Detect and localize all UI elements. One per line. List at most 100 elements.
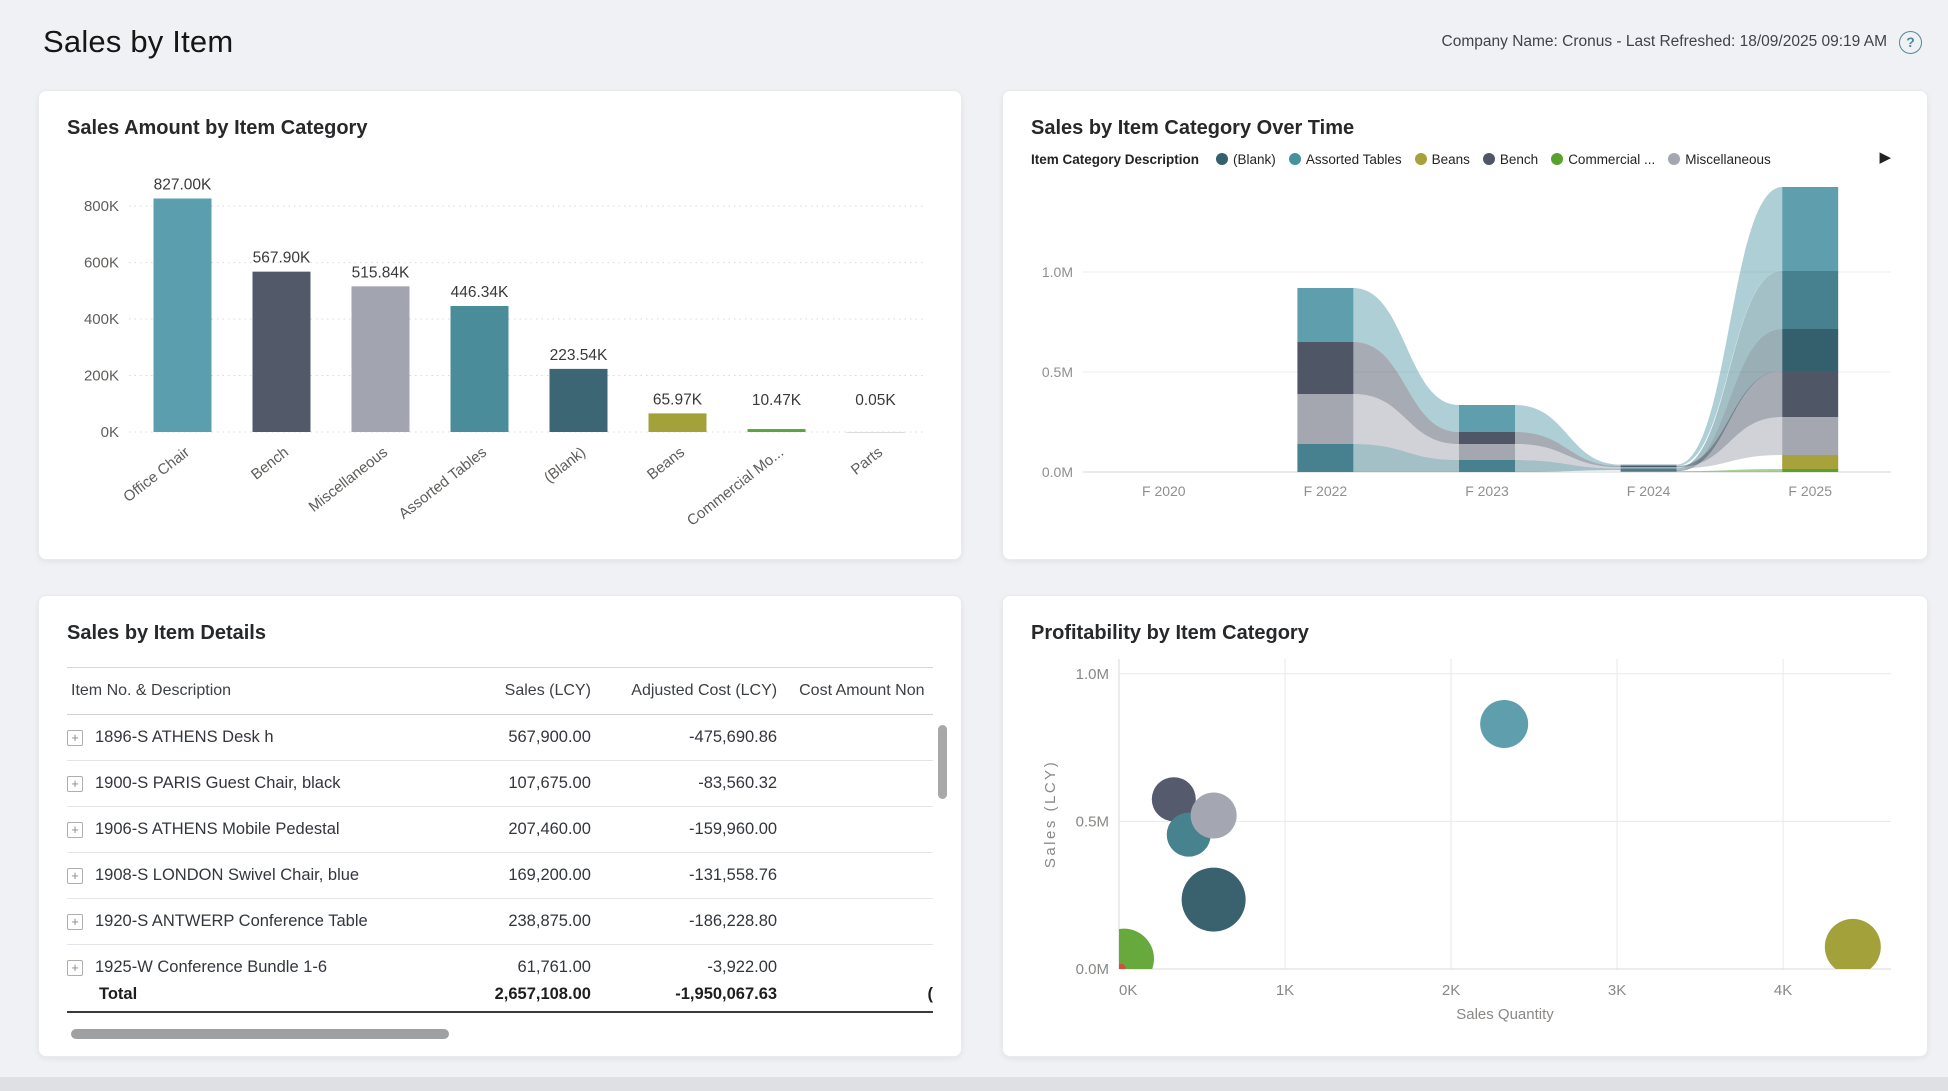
ribbon-xtick: F 2020 (1142, 483, 1186, 499)
ribbon-column-miscellaneous[interactable] (1297, 394, 1354, 444)
item-description: 1925-W Conference Bundle 1-6 (95, 958, 328, 976)
adjusted-cost-cell: -475,690.86 (689, 728, 778, 746)
column-header-cost-amount-non[interactable]: Cost Amount Non (799, 682, 925, 699)
bar-blank[interactable] (549, 368, 608, 432)
ribbon-flow-miscellaneous[interactable] (1676, 417, 1783, 469)
legend-item-bench[interactable]: Bench (1482, 151, 1539, 167)
bubble-xaxis-label: Sales Quantity (1456, 1006, 1554, 1023)
ribbon-column-miscellaneous[interactable] (1459, 444, 1515, 460)
item-description: 1900-S PARIS Guest Chair, black (95, 774, 341, 792)
ribbon-column-bench[interactable] (1782, 371, 1839, 417)
legend-dot-icon (1482, 153, 1495, 165)
ribbon-column-office-chair[interactable] (1297, 288, 1354, 342)
table-total-row: Total 2,657,108.00 -1,950,067.63 ( (67, 977, 933, 1013)
help-icon[interactable]: ? (1899, 30, 1922, 54)
ribbon-column-blank[interactable] (1782, 329, 1839, 371)
bubble-miscellaneous[interactable] (1190, 792, 1237, 839)
adjusted-cost-cell: -3,922.00 (707, 958, 778, 976)
vertical-scrollbar-thumb[interactable] (938, 725, 947, 799)
ribbon-flow-miscellaneous[interactable] (1353, 394, 1459, 460)
ribbon-flow-bench[interactable] (1676, 371, 1783, 468)
ribbon-column-assorted-tables[interactable] (1620, 468, 1677, 471)
panel-sales-by-item-category-over-time: Sales by Item Category Over Time Item Ca… (1002, 90, 1928, 560)
panel-title: Sales by Item Category Over Time (1031, 117, 1355, 139)
bar-office-chair[interactable] (153, 198, 212, 432)
ribbon-flow-bench[interactable] (1515, 432, 1621, 468)
column-header-sales-lcy[interactable]: Sales (LCY) (504, 682, 591, 699)
ribbon-flow-assorted-tables[interactable] (1353, 444, 1459, 472)
legend-item-miscellaneous[interactable]: Miscellaneous (1668, 152, 1771, 167)
ribbon-column-assorted-tables[interactable] (1782, 271, 1839, 329)
ribbon-column-office-chair[interactable] (1620, 464, 1677, 466)
bar-bench[interactable] (252, 271, 311, 432)
bubble-beans[interactable] (1824, 918, 1881, 975)
legend-label: Bench (1499, 151, 1539, 167)
legend-item-blank[interactable]: (Blank) (1216, 152, 1276, 167)
ribbon-column-commercial[interactable] (1620, 471, 1677, 472)
legend-dot-icon (1668, 153, 1681, 165)
bubble-xtick: 3K (1608, 982, 1626, 999)
bubble-bench[interactable] (1151, 777, 1196, 822)
ribbon-flow-blank[interactable] (1676, 329, 1783, 472)
page-title: Sales by Item (43, 24, 234, 59)
column-header-item-no-description[interactable]: Item No. & Description (71, 682, 232, 699)
ribbon-column-miscellaneous[interactable] (1782, 417, 1839, 455)
table-row-1900-s[interactable]: +1900-S PARIS Guest Chair, black 107,675.… (67, 761, 933, 807)
expand-icon[interactable]: + (67, 867, 83, 884)
bubble-parts[interactable] (1117, 963, 1126, 972)
bar-miscellaneous[interactable] (351, 286, 410, 432)
ribbon-flow-assorted-tables[interactable] (1676, 271, 1783, 471)
bar-category-label: (Blank) (541, 444, 589, 487)
legend-item-beans[interactable]: Beans (1414, 152, 1470, 167)
ribbon-flow-miscellaneous[interactable] (1515, 444, 1621, 469)
sales-cell: 207,460.00 (508, 820, 591, 838)
ribbon-column-bench[interactable] (1620, 466, 1677, 468)
bar-beans[interactable] (648, 413, 707, 432)
adjusted-cost-cell: -186,228.80 (689, 912, 778, 930)
ribbon-flow-office-chair[interactable] (1676, 187, 1783, 466)
bubble-blank[interactable] (1181, 867, 1246, 932)
table-row-1906-s[interactable]: +1906-S ATHENS Mobile Pedestal 207,460.00… (67, 807, 933, 853)
legend-dot-icon (1551, 153, 1564, 165)
bar-ytick: 400K (84, 311, 119, 328)
table-row-1920-s[interactable]: +1920-S ANTWERP Conference Table 238,875.… (67, 899, 933, 945)
bar-assorted-tables[interactable] (450, 305, 509, 432)
bar-parts[interactable] (846, 431, 905, 433)
ribbon-flow-bench[interactable] (1353, 342, 1459, 444)
ribbon-column-office-chair[interactable] (1782, 187, 1839, 271)
item-description: 1908-S LONDON Swivel Chair, blue (95, 866, 360, 884)
ribbon-column-blank[interactable] (1620, 470, 1677, 472)
table-row-1925-w[interactable]: +1925-W Conference Bundle 1-6 61,761.00 -3… (67, 945, 933, 977)
ribbon-column-miscellaneous[interactable] (1620, 467, 1677, 469)
table-row-1896-s[interactable]: +1896-S ATHENS Desk h 567,900.00 -475,690.… (67, 715, 933, 761)
expand-icon[interactable]: + (67, 959, 83, 976)
legend-next-arrow-icon[interactable]: ▶ (1879, 149, 1891, 166)
ribbon-column-assorted-tables[interactable] (1297, 444, 1354, 472)
legend-item-commercial[interactable]: Commercial ... (1551, 152, 1655, 167)
ribbon-flow-office-chair[interactable] (1515, 405, 1621, 466)
bubble-office-chair[interactable] (1480, 699, 1529, 748)
column-header-adjusted-cost-lcy[interactable]: Adjusted Cost (LCY) (631, 682, 778, 699)
expand-icon[interactable]: + (67, 913, 83, 930)
legend-item-assorted-tables[interactable]: Assorted Tables (1288, 152, 1402, 167)
item-cell: +1920-S ANTWERP Conference Table (67, 912, 431, 931)
expand-icon[interactable]: + (67, 775, 83, 792)
ribbon-column-bench[interactable] (1459, 432, 1515, 444)
bubble-commercial[interactable] (1094, 928, 1154, 989)
ribbon-column-office-chair[interactable] (1459, 405, 1515, 432)
ribbon-column-assorted-tables[interactable] (1459, 460, 1515, 472)
table-row-1908-s[interactable]: +1908-S LONDON Swivel Chair, blue 169,200… (67, 853, 933, 899)
horizontal-scrollbar-thumb[interactable] (71, 1029, 449, 1039)
ribbon-flow-office-chair[interactable] (1353, 288, 1459, 432)
bar-category-label: Miscellaneous (306, 444, 391, 516)
bar-value-label: 446.34K (451, 284, 509, 301)
ribbon-column-beans[interactable] (1782, 455, 1839, 469)
ribbon-column-bench[interactable] (1297, 342, 1354, 394)
ribbon-column-commercial[interactable] (1782, 469, 1839, 472)
ribbon-flow-commercial[interactable] (1676, 469, 1783, 472)
ribbon-flow-assorted-tables[interactable] (1515, 460, 1621, 472)
expand-icon[interactable]: + (67, 821, 83, 838)
panel-title: Sales by Item Details (67, 622, 266, 644)
expand-icon[interactable]: + (67, 729, 83, 746)
bar-commercial-mo[interactable] (747, 429, 806, 432)
